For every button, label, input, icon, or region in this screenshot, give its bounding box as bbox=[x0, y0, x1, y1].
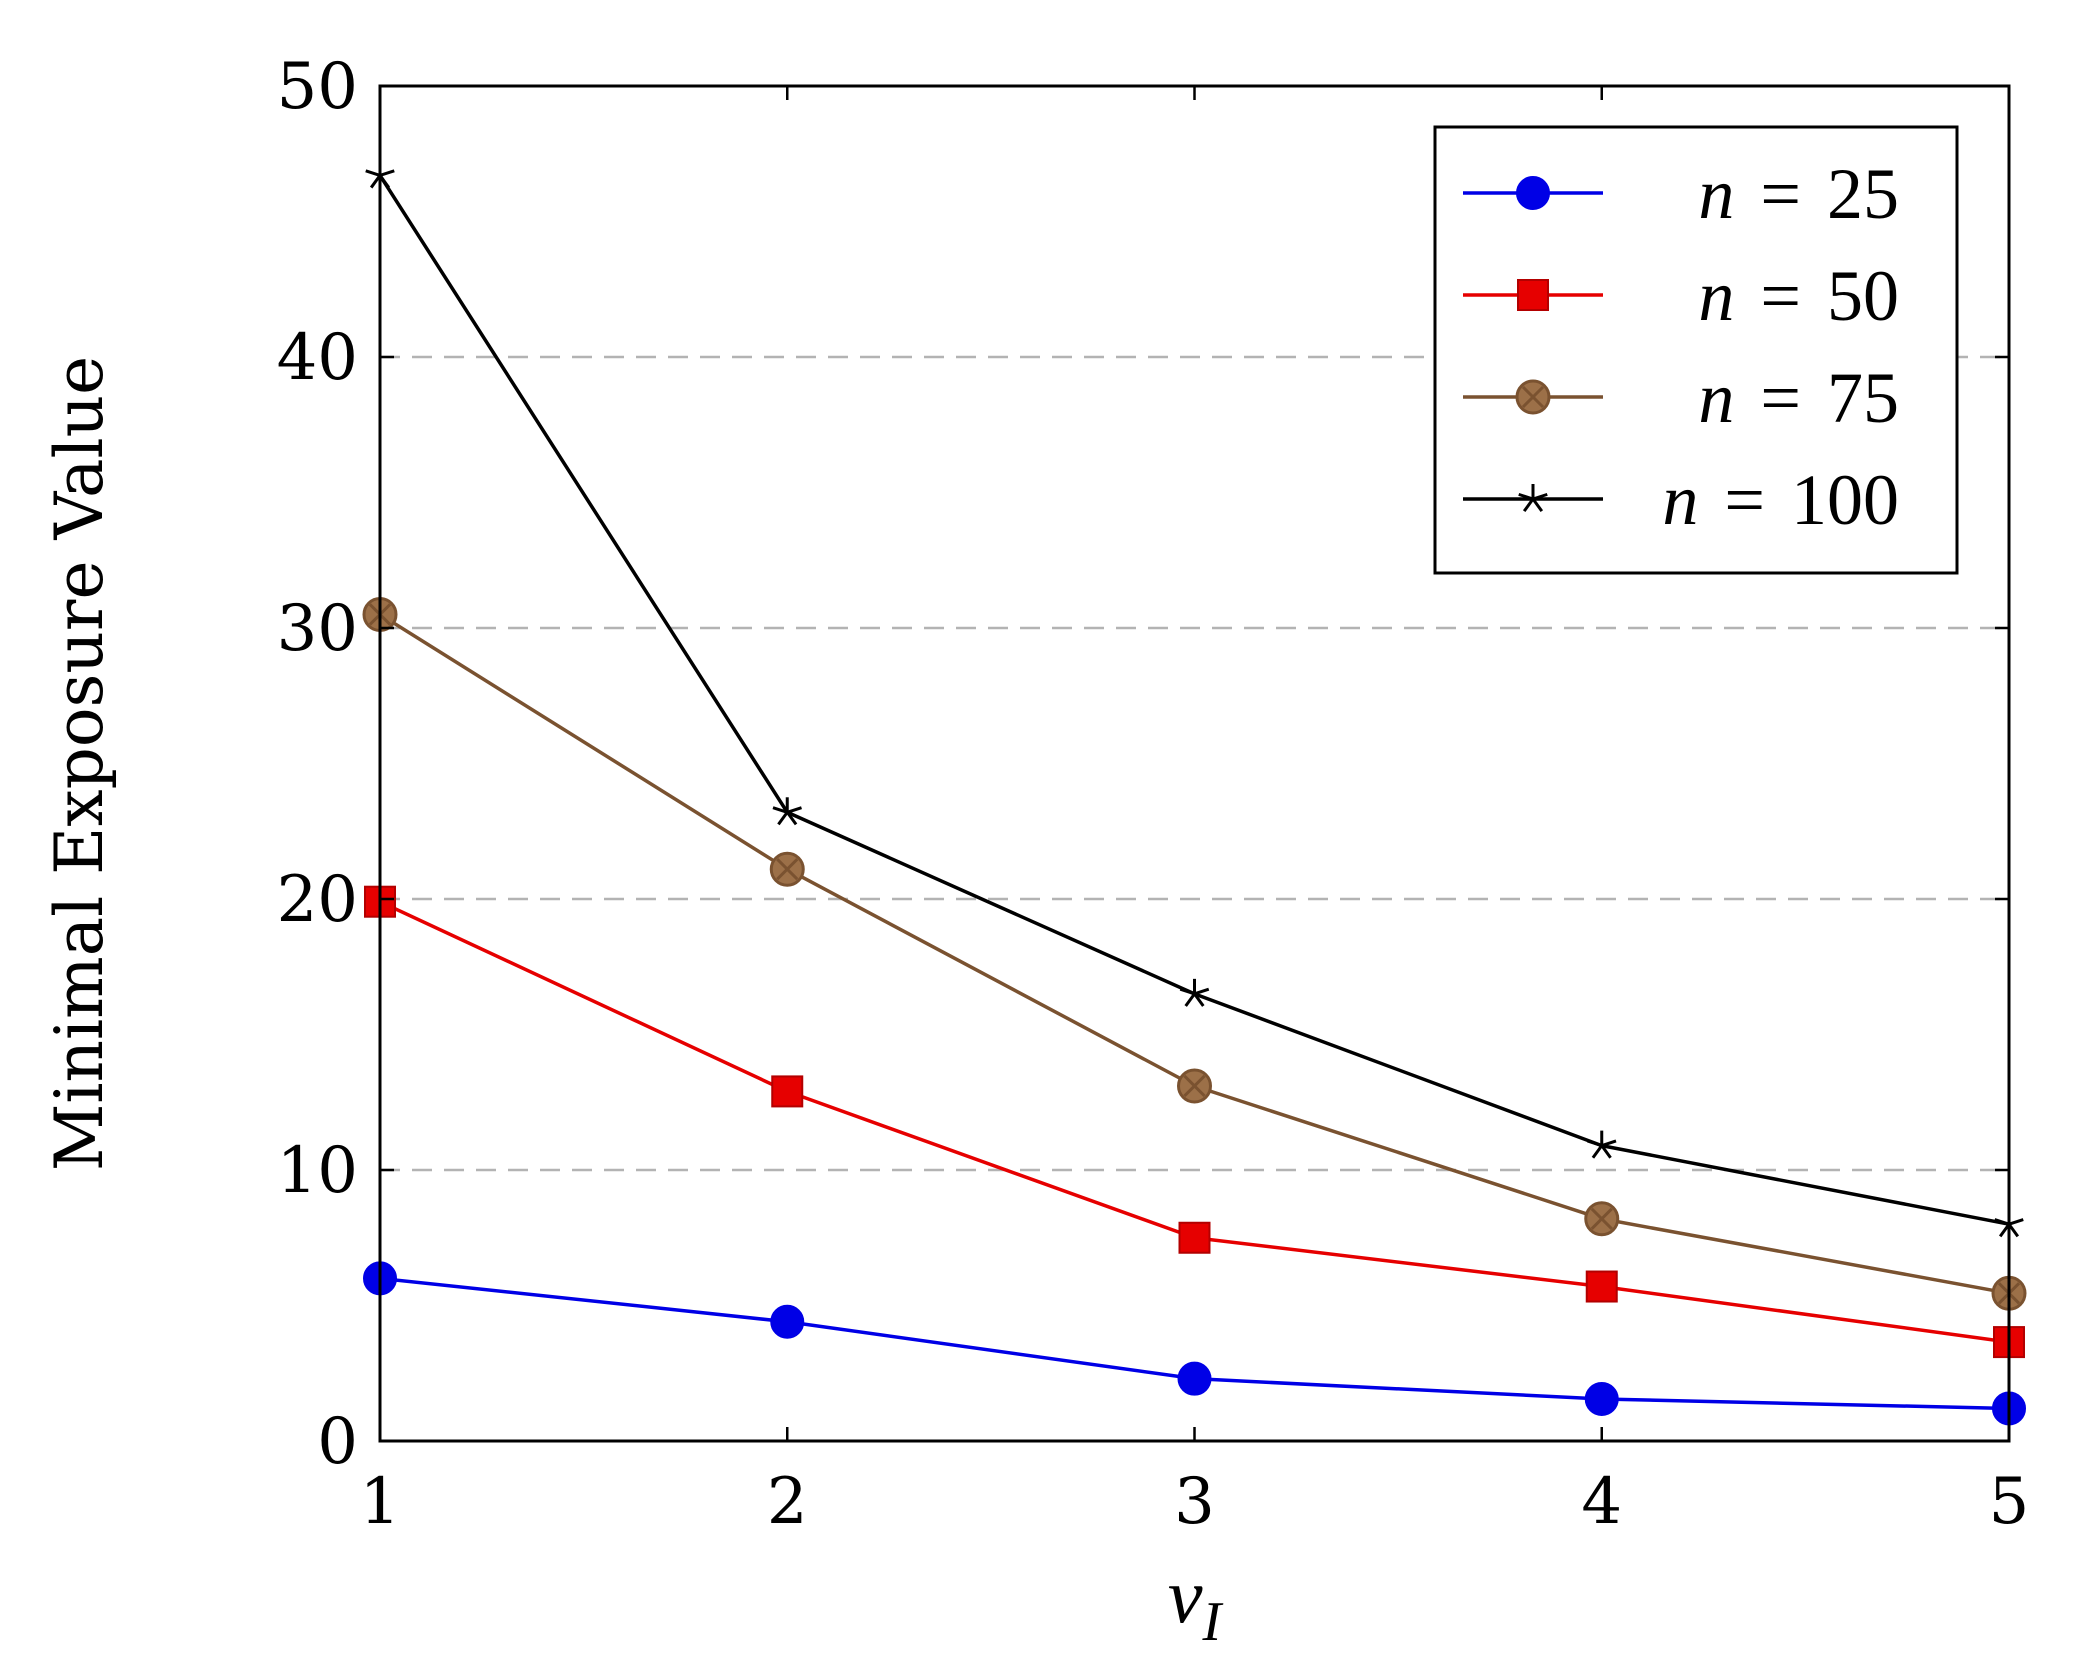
tick-labels: 0 10 20 30 40 50 1 2 3 4 5 bbox=[277, 50, 2030, 1539]
y-tick-label-20: 20 bbox=[277, 863, 358, 937]
legend: n = 25 n = 50 n = 75 n = 100 bbox=[1433, 125, 1959, 575]
x-axis-title-subscript: I bbox=[1201, 1591, 1223, 1653]
series-3-point-2-ray-4 bbox=[772, 806, 788, 814]
series-3-point-5-ray-1 bbox=[2008, 1218, 2024, 1226]
legend-marker-0-shape bbox=[1516, 176, 1550, 210]
x-tick-label-3: 3 bbox=[1174, 1465, 1215, 1539]
series-2-point-4 bbox=[1584, 1201, 1620, 1237]
legend-label-var-0: n bbox=[1698, 154, 1734, 234]
series-2-point-3 bbox=[1177, 1068, 1212, 1104]
y-axis-title: Minimal Exposure Value bbox=[41, 356, 118, 1171]
series-1-point-3 bbox=[1178, 1221, 1211, 1254]
x-axis-title: vI bbox=[1168, 1552, 1224, 1653]
series-3-point-3-ray-3 bbox=[1184, 992, 1196, 1007]
legend-marker-3-ray-1 bbox=[1532, 492, 1548, 501]
x-axis-title-main: v bbox=[1168, 1552, 1203, 1639]
series-2-point-2-cross-b bbox=[776, 858, 799, 881]
series-0-point-3-shape bbox=[1177, 1361, 1212, 1396]
series-3-point-3 bbox=[1179, 978, 1210, 1007]
legend-label-var-3: n bbox=[1662, 460, 1698, 540]
series-line-1 bbox=[379, 900, 2010, 1344]
y-tick-label-40: 40 bbox=[277, 321, 358, 395]
series-2-point-3-cross-b bbox=[1183, 1074, 1206, 1098]
series-3-point-2 bbox=[772, 797, 802, 826]
series-2-point-2 bbox=[769, 851, 805, 887]
legend-label-op-0: = bbox=[1760, 154, 1801, 234]
legend-marker-3 bbox=[1518, 484, 1548, 513]
legend-marker-3-ray-3 bbox=[1522, 498, 1535, 513]
legend-label-op-1: = bbox=[1760, 256, 1801, 336]
series-3-point-3-ray-1 bbox=[1194, 987, 1210, 996]
series-1-point-4 bbox=[1585, 1270, 1618, 1303]
series-1-point-3-shape bbox=[1178, 1221, 1211, 1254]
legend-marker-1 bbox=[1517, 279, 1549, 311]
legend-marker-1-shape bbox=[1517, 279, 1549, 311]
series-3-point-5-ray-4 bbox=[1994, 1218, 2010, 1226]
legend-label-num-0: 25 bbox=[1827, 154, 1899, 234]
legend-label-op-2: = bbox=[1760, 358, 1801, 438]
series-1-point-4-shape bbox=[1585, 1270, 1618, 1303]
y-tick-label-30: 30 bbox=[277, 592, 358, 666]
series-3-point-1-ray-4 bbox=[365, 169, 381, 177]
series-0-point-2 bbox=[770, 1304, 805, 1339]
legend-marker-2 bbox=[1515, 379, 1551, 415]
series-3-point-2-ray-3 bbox=[777, 811, 789, 826]
series-0-point-3 bbox=[1177, 1361, 1212, 1396]
legend-entry-1: n = 50 bbox=[1463, 256, 1899, 336]
series-3-point-4 bbox=[1587, 1130, 1617, 1159]
legend-label-3: n = 100 bbox=[1662, 460, 1899, 540]
series-1-point-2 bbox=[771, 1075, 804, 1108]
legend-entry-2: n = 75 bbox=[1463, 358, 1899, 438]
series-1-point-2-shape bbox=[771, 1075, 804, 1108]
series-2-point-4-cross-b bbox=[1590, 1207, 1613, 1230]
series-3-point-2-ray-1 bbox=[786, 806, 802, 814]
y-tick-label-10: 10 bbox=[277, 1134, 358, 1208]
legend-label-op-3: = bbox=[1724, 460, 1765, 540]
x-tick-label-5: 5 bbox=[1989, 1465, 2030, 1539]
legend-entry-0: n = 25 bbox=[1463, 154, 1899, 234]
y-tick-label-0: 0 bbox=[317, 1405, 358, 1479]
legend-marker-3-ray-4 bbox=[1518, 492, 1534, 501]
series-0-point-4 bbox=[1584, 1381, 1619, 1416]
axis-ticks bbox=[378, 84, 2011, 1443]
series-3-point-4-ray-4 bbox=[1587, 1139, 1603, 1148]
series-3-point-1-ray-1 bbox=[379, 169, 395, 177]
series-line-2 bbox=[379, 612, 2010, 1296]
series-3-point-4-ray-3 bbox=[1591, 1144, 1603, 1159]
legend-marker-0 bbox=[1516, 176, 1550, 210]
legend-label-num-3: 100 bbox=[1791, 460, 1899, 540]
series-0-point-4-shape bbox=[1584, 1381, 1619, 1416]
series-3-point-3-ray-2 bbox=[1193, 992, 1205, 1007]
series-3-point-4-ray-2 bbox=[1600, 1144, 1612, 1159]
legend-label-1: n = 50 bbox=[1698, 256, 1899, 336]
x-tick-label-4: 4 bbox=[1581, 1465, 1622, 1539]
legend-label-var-1: n bbox=[1698, 256, 1734, 336]
series-3-point-3-ray-4 bbox=[1179, 987, 1195, 996]
legend-label-var-2: n bbox=[1698, 358, 1734, 438]
series-0-point-2-shape bbox=[770, 1304, 805, 1339]
legend-label-0: n = 25 bbox=[1698, 154, 1899, 234]
legend-label-num-1: 50 bbox=[1827, 256, 1899, 336]
legend-label-num-2: 75 bbox=[1827, 358, 1899, 438]
legend-marker-3-ray-2 bbox=[1531, 498, 1544, 513]
series-3-point-4-ray-1 bbox=[1601, 1139, 1617, 1148]
legend-marker-2-cross-b bbox=[1521, 385, 1545, 409]
series-3-point-2-ray-2 bbox=[786, 811, 798, 826]
legend-entry-3: n = 100 bbox=[1463, 460, 1899, 540]
x-tick-label-1: 1 bbox=[360, 1465, 401, 1539]
x-tick-label-2: 2 bbox=[767, 1465, 808, 1539]
legend-label-2: n = 75 bbox=[1698, 358, 1899, 438]
y-tick-label-50: 50 bbox=[277, 50, 358, 124]
